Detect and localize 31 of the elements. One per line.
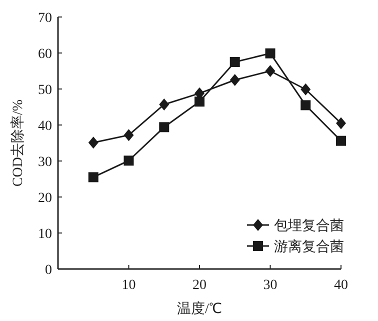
legend-label: 包埋复合菌 <box>274 218 344 234</box>
point <box>88 136 98 149</box>
x-tick-label: 40 <box>334 278 348 293</box>
point <box>230 74 240 86</box>
x-axis-title: 温度/℃ <box>177 301 222 317</box>
y-axis-title: COD去除率/% <box>10 99 26 187</box>
point <box>159 98 170 110</box>
point <box>300 100 311 110</box>
point <box>300 83 311 96</box>
y-tick-label: 20 <box>38 191 52 206</box>
point <box>159 122 170 132</box>
x-tick-label: 20 <box>192 278 206 293</box>
y-tick-label: 40 <box>38 119 52 134</box>
point <box>336 117 346 130</box>
point <box>194 96 204 107</box>
point <box>124 129 134 142</box>
point <box>336 136 346 146</box>
y-tick-label: 70 <box>38 11 52 26</box>
x-tick-label: 30 <box>263 278 278 293</box>
point <box>265 65 276 77</box>
legend-label: 游离复合菌 <box>274 239 344 255</box>
point <box>230 57 240 67</box>
point <box>265 48 276 58</box>
y-tick-label: 30 <box>38 155 52 170</box>
y-tick-label: 10 <box>38 227 52 242</box>
y-tick-label: 50 <box>38 83 52 98</box>
point <box>88 172 98 182</box>
point <box>124 156 134 166</box>
x-tick-label: 10 <box>122 278 136 293</box>
y-tick-label: 60 <box>38 47 52 62</box>
y-tick-label: 0 <box>45 263 52 278</box>
